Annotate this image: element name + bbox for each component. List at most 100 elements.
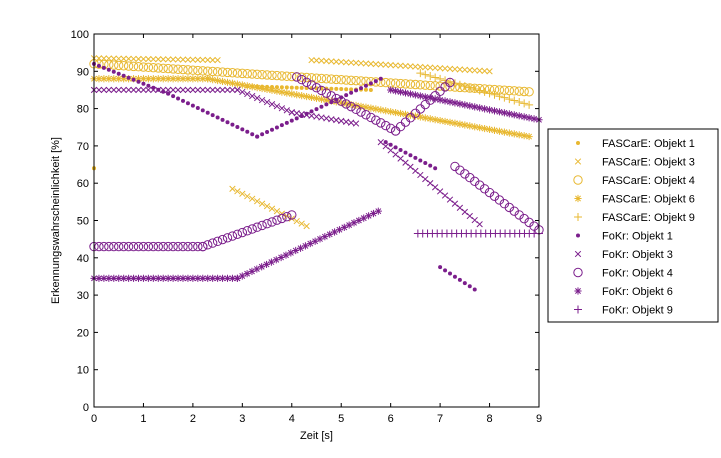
data-point: [427, 64, 434, 71]
legend-marker: [574, 250, 582, 258]
data-point: [272, 70, 282, 81]
data-point: [355, 216, 363, 225]
legend-marker: [574, 213, 582, 221]
data-point: [510, 96, 519, 105]
data-point: [140, 86, 147, 94]
data-point: [392, 87, 400, 95]
data-point: [217, 234, 228, 245]
data-point: [237, 68, 248, 79]
data-point: [352, 120, 360, 127]
data-point: [412, 63, 419, 70]
data-point: [193, 65, 203, 76]
series-5: [416, 69, 534, 109]
data-point: [460, 82, 469, 91]
data-point: [265, 130, 270, 135]
data-point: [110, 75, 118, 83]
data-point: [293, 91, 301, 99]
x-tick-label: 9: [536, 413, 542, 425]
legend-label: FoKr: Objekt 3: [602, 249, 673, 261]
data-point: [199, 274, 207, 282]
data-point: [519, 86, 529, 97]
data-point: [138, 241, 149, 252]
data-point: [227, 231, 238, 241]
data-point: [144, 274, 152, 282]
data-point: [530, 115, 538, 123]
data-point: [115, 274, 123, 282]
data-point: [333, 116, 340, 124]
data-point: [357, 60, 365, 67]
data-point: [349, 90, 354, 95]
data-point: [179, 56, 187, 63]
data-point: [149, 75, 157, 83]
data-point: [184, 274, 192, 282]
data-point: [133, 241, 144, 252]
legend-marker: [574, 194, 582, 203]
data-point: [452, 274, 457, 279]
data-point: [466, 66, 473, 74]
data-point: [432, 184, 439, 191]
data-point: [204, 75, 212, 83]
data-point: [245, 129, 250, 134]
data-point: [421, 93, 429, 101]
data-point: [372, 60, 379, 68]
data-point: [400, 79, 411, 89]
data-point: [428, 163, 433, 168]
data-point: [426, 72, 435, 81]
data-point: [190, 103, 195, 108]
data-point: [204, 274, 212, 282]
data-point: [500, 109, 508, 117]
y-tick-label: 30: [77, 290, 89, 302]
data-point: [115, 55, 122, 62]
data-point: [411, 91, 419, 99]
series-2: [90, 55, 493, 230]
data-point: [163, 63, 173, 74]
series-8: [89, 72, 544, 252]
data-point: [390, 126, 401, 136]
data-point: [368, 81, 373, 86]
data-point: [225, 120, 230, 125]
data-point: [392, 108, 400, 117]
data-point: [247, 69, 257, 79]
data-point: [252, 222, 262, 232]
data-point: [311, 83, 322, 93]
data-point: [345, 221, 353, 229]
x-tick-label: 7: [437, 413, 443, 425]
data-point: [207, 66, 218, 77]
data-point: [140, 55, 147, 63]
data-point: [253, 265, 261, 273]
legend-item: FASCarE: Objekt 4: [573, 175, 695, 187]
data-point: [267, 258, 276, 266]
data-point: [273, 103, 281, 110]
data-point: [326, 91, 337, 101]
data-point: [446, 98, 454, 106]
legend-label: FoKr: Objekt 1: [602, 231, 673, 243]
data-point: [94, 241, 104, 252]
data-point: [209, 76, 217, 84]
data-point: [510, 111, 518, 119]
data-point: [303, 111, 310, 119]
data-point: [229, 185, 236, 192]
data-point: [343, 59, 350, 66]
data-point: [131, 77, 136, 82]
data-point: [371, 115, 381, 125]
data-point: [165, 86, 172, 94]
data-point: [436, 65, 444, 72]
data-point: [451, 119, 459, 127]
data-point: [476, 104, 484, 112]
data-point: [249, 92, 256, 100]
data-point: [287, 210, 297, 220]
data-point: [387, 61, 394, 69]
data-point: [361, 110, 371, 120]
legend-item: FASCarE: Objekt 6: [574, 194, 695, 206]
data-point: [173, 64, 183, 74]
data-point: [450, 79, 459, 88]
data-point: [105, 55, 112, 62]
data-point: [505, 95, 514, 104]
data-point: [446, 196, 454, 203]
data-point: [436, 96, 444, 104]
data-point: [486, 68, 493, 75]
data-point: [199, 75, 207, 83]
data-point: [296, 72, 307, 82]
legend: FASCarE: Objekt 1 FASCarE: Objekt 3 FASCar…: [547, 128, 719, 323]
